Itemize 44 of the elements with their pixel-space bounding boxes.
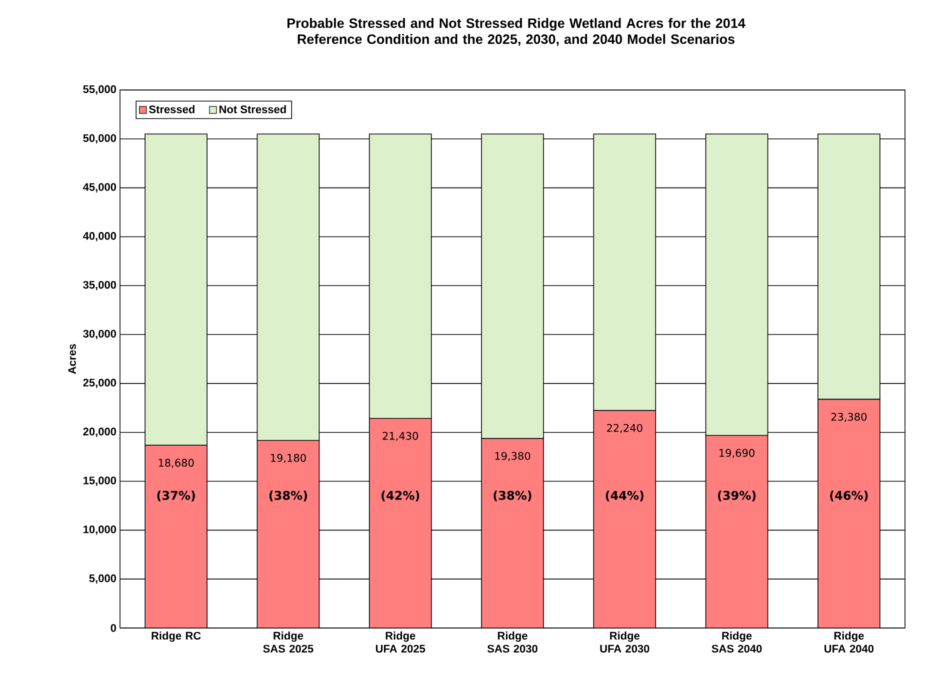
bar	[368, 418, 432, 628]
annotation: (42%)	[382, 490, 420, 502]
bar	[256, 440, 320, 628]
legend-label: Stressed	[149, 105, 194, 114]
data-label: 18,680	[158, 458, 194, 468]
data-label: 19,690	[720, 448, 754, 458]
y-tick-label: 25,000	[83, 378, 116, 388]
data-label: 22,240	[607, 424, 642, 433]
annotation: (44%)	[606, 490, 644, 502]
y-tick-label: 0	[110, 624, 116, 632]
bar	[705, 434, 768, 628]
annotation: (38%)	[269, 490, 308, 502]
bar	[481, 438, 544, 628]
y-tick-label: 50,000	[83, 134, 116, 144]
chart-title: Probable Stressed and Not Stressed Ridge Wetland Acres for the 2014 Reference Condition and the 2025, 2030, and 2040 Model Scenarios	[287, 18, 746, 46]
data-label: 19,380	[495, 452, 530, 461]
bar	[144, 444, 208, 628]
bar	[593, 410, 656, 628]
data-label: 23,380	[831, 412, 867, 422]
y-tick-label: 40,000	[83, 232, 116, 242]
x-tick-label: Ridge UFA 2025	[376, 632, 426, 653]
annotation: (38%)	[494, 490, 532, 502]
x-tick-label: Ridge SAS 2040	[712, 632, 762, 653]
y-axis-title: Acres	[68, 344, 76, 374]
x-tick-label: Ridge UFA 2030	[600, 632, 650, 653]
y-tick-label: 30,000	[83, 330, 116, 340]
y-tick-label: 10,000	[84, 525, 116, 535]
annotation: (46%)	[830, 490, 868, 502]
y-tick-label: 35,000	[83, 280, 116, 290]
x-tick-label: Ridge UFA 2040	[824, 632, 874, 653]
x-tick-label: Ridge SAS 2030	[487, 632, 538, 653]
y-tick-label: 45,000	[83, 183, 116, 193]
x-tick-label: Ridge RC	[152, 632, 201, 642]
data-label: 19,180	[270, 454, 306, 463]
legend-label: Not Stressed	[220, 105, 286, 114]
bar	[818, 398, 880, 628]
y-tick-label: 5,000	[89, 574, 116, 584]
y-tick-label: 20,000	[83, 428, 116, 438]
y-tick-label: 15,000	[84, 476, 116, 486]
annotation: (39%)	[718, 490, 756, 502]
data-label: 21,430	[382, 432, 418, 441]
annotation: (37%)	[157, 490, 195, 502]
x-tick-label: Ridge SAS 2025	[263, 632, 314, 653]
y-tick-label: 55,000	[83, 85, 116, 95]
